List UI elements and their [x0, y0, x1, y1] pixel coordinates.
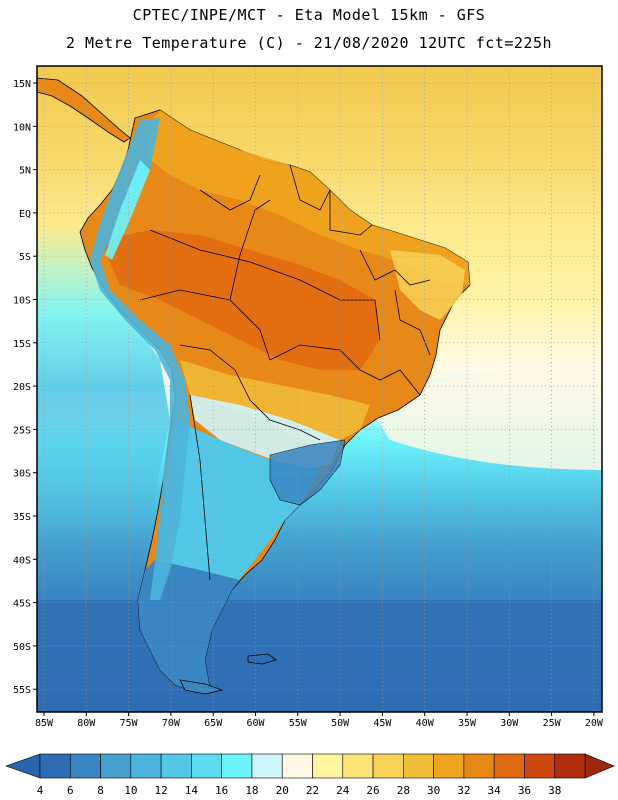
southern-ocean [37, 600, 602, 712]
lon-label: 45W [373, 718, 392, 729]
lat-label: 15N [13, 79, 31, 90]
colorbar-label: 20 [276, 784, 289, 797]
colorbar-label: 28 [397, 784, 410, 797]
lat-label: 10N [13, 122, 31, 133]
uruguay-region [269, 439, 346, 506]
colorbar: 4 6 8 10 12 14 16 18 20 22 24 26 28 30 32 34 36 38 [5, 753, 615, 797]
colorbar-label: 16 [215, 784, 228, 797]
lat-label: 40S [13, 555, 31, 566]
andes-north [105, 160, 150, 260]
central-america [37, 77, 131, 143]
colorbar-swatch [554, 753, 586, 779]
colorbar-swatch [130, 753, 162, 779]
colorbar-label: 26 [366, 784, 379, 797]
lon-label: 80W [77, 718, 96, 729]
lon-label: 40W [416, 718, 435, 729]
lon-label: 20W [585, 718, 604, 729]
colorbar-swatch [221, 753, 253, 779]
colorbar-swatch [191, 753, 222, 779]
colorbar-swatch [251, 753, 283, 779]
colorbar-swatch [372, 753, 404, 779]
colorbar-swatch [160, 753, 192, 779]
lat-label: 45S [13, 599, 31, 610]
colorbar-label: 30 [427, 784, 440, 797]
falkland-islands [247, 653, 277, 665]
lon-label: 85W [35, 718, 54, 729]
colorbar-swatch [493, 753, 525, 779]
colorbar-swatch [39, 753, 71, 779]
colorbar-label: 22 [306, 784, 319, 797]
lat-label: 30S [13, 469, 31, 480]
lat-label: 5S [19, 252, 31, 263]
colorbar-label: 18 [245, 784, 258, 797]
colorbar-label: 6 [67, 784, 74, 797]
colorbar-arrow-high [584, 753, 615, 779]
amazon-hot-core [100, 230, 380, 370]
lat-label: 25S [13, 425, 31, 436]
tierra-del-fuego [179, 679, 224, 695]
temperature-map: 15N 10N 5N EQ 5S 10S 15S 20S 25S 30S 35S 40S 45S 50S 5… [13, 65, 604, 729]
lat-label: 20S [13, 382, 31, 393]
colorbar-label: 36 [518, 784, 531, 797]
colorbar-swatch [433, 753, 465, 779]
andes-cold [90, 118, 190, 600]
lat-label: 15S [13, 339, 31, 350]
colorbar-label: 38 [548, 784, 561, 797]
colorbar-label: 24 [336, 784, 350, 797]
colorbar-swatch [524, 753, 556, 779]
colorbar-label: 14 [185, 784, 199, 797]
latitude-axis: 15N 10N 5N EQ 5S 10S 15S 20S 25S 30S 35S 40S 45S 50S 5… [13, 79, 37, 696]
colorbar-swatch [342, 753, 374, 779]
lon-label: 25W [543, 718, 562, 729]
northern-rim [145, 110, 470, 285]
colorbar-swatch [281, 753, 313, 779]
lat-label: 55S [13, 685, 31, 696]
northeast-brazil [390, 250, 465, 320]
map-title: CPTEC/INPE/MCT - Eta Model 15km - GFS [132, 6, 486, 24]
lon-label: 70W [162, 718, 181, 729]
colorbar-label: 12 [154, 784, 167, 797]
lon-label: 35W [458, 718, 477, 729]
colorbar-swatch [463, 753, 495, 779]
colorbar-swatch [69, 753, 101, 779]
lat-label: 10S [13, 296, 31, 307]
colorbar-swatch [403, 753, 434, 779]
lon-label: 30W [500, 718, 519, 729]
patagonia [138, 560, 240, 692]
colorbar-swatch [100, 753, 132, 779]
lon-label: 65W [204, 718, 223, 729]
pacific-cool-band [37, 225, 170, 520]
lon-label: 75W [120, 718, 139, 729]
colorbar-label: 34 [488, 784, 502, 797]
map-frame [36, 65, 603, 713]
central-brazil [180, 360, 370, 445]
lat-label: EQ [19, 209, 31, 220]
country-borders [139, 164, 431, 581]
colorbar-arrow-low [5, 753, 41, 779]
lat-label: 50S [13, 642, 31, 653]
lat-label: 5N [19, 166, 31, 177]
lon-label: 50W [331, 718, 350, 729]
colorbar-label: 10 [124, 784, 137, 797]
map-subtitle: 2 Metre Temperature (C) - 21/08/2020 12U… [65, 34, 553, 52]
colorbar-label: 4 [37, 784, 44, 797]
colorbar-swatch [312, 753, 344, 779]
colorbar-label: 8 [97, 784, 104, 797]
lon-label: 60W [246, 718, 265, 729]
lon-label: 55W [289, 718, 308, 729]
longitude-axis: 85W 80W 75W 70W 65W 60W 55W 50W 45W 40W 35W 30W 25W 2… [35, 712, 604, 729]
colorbar-label: 32 [457, 784, 470, 797]
lat-label: 35S [13, 512, 31, 523]
